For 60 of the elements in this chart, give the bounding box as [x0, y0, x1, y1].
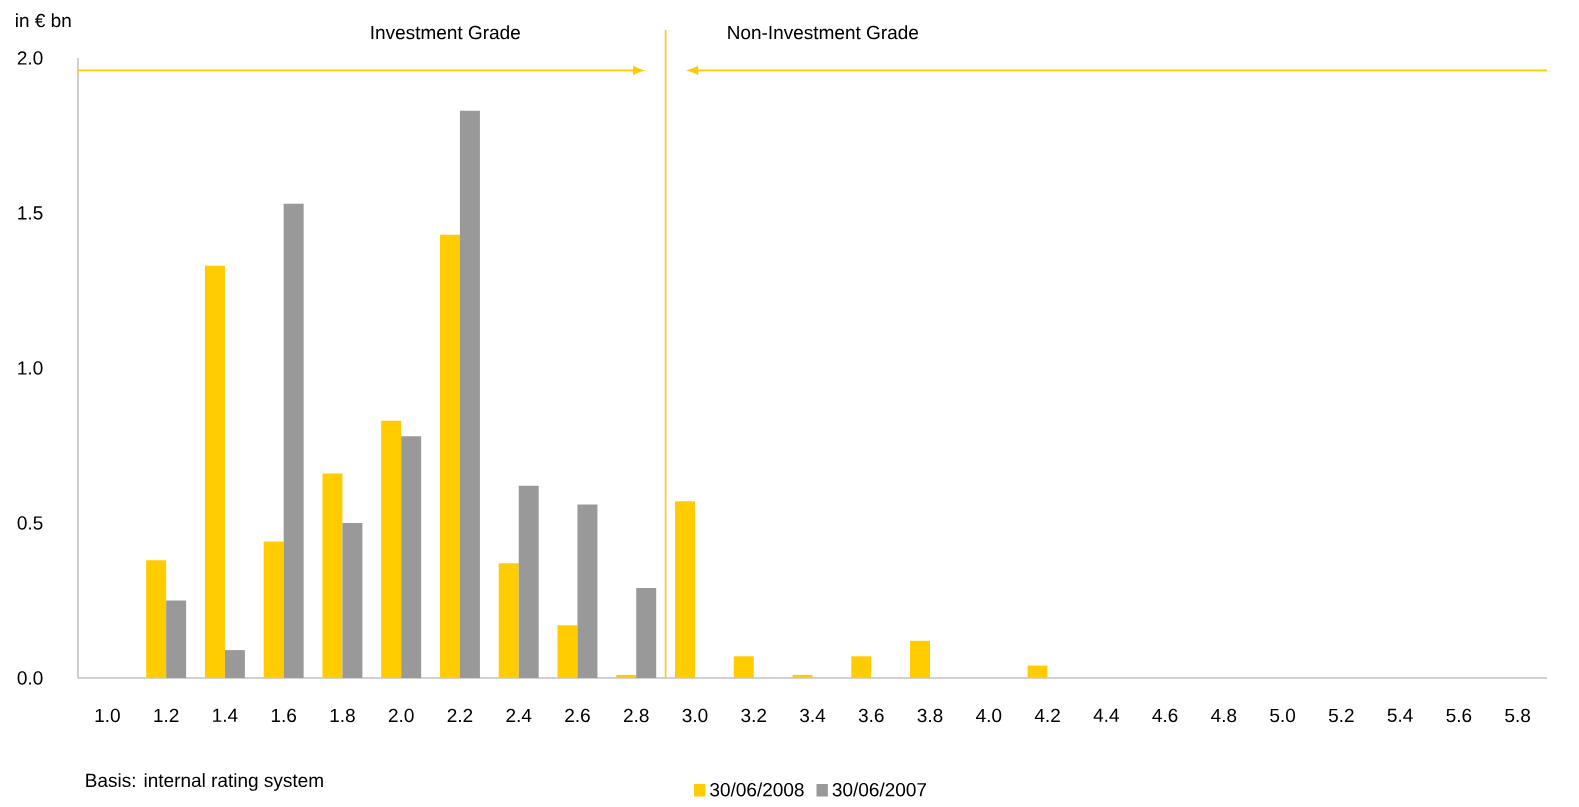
x-tick-label: 1.6: [271, 708, 297, 723]
bar: [401, 436, 422, 678]
x-tick-label: 1.0: [95, 708, 120, 723]
x-tick-label: 4.6: [1152, 708, 1178, 723]
bar: [675, 501, 695, 678]
x-tick-label: 2.4: [506, 708, 532, 722]
x-tick-label: 2.2: [447, 708, 473, 722]
x-tick-label: 2.6: [565, 708, 590, 723]
bar: [204, 265, 225, 678]
bar: [459, 110, 480, 678]
x-tick-label: 5.8: [1505, 708, 1531, 723]
x-tick-label: 3.4: [800, 708, 826, 723]
y-tick-label: 0.5: [17, 516, 43, 530]
bar: [342, 522, 363, 678]
bar: [439, 234, 460, 678]
legend-label: 30/06/2007: [832, 782, 927, 797]
bar: [166, 600, 187, 678]
x-tick-label: 3.8: [917, 708, 943, 723]
x-tick-label: 1.8: [330, 708, 355, 723]
y-tick-label: 1.0: [18, 361, 43, 375]
y-axis-title: in € bn: [16, 13, 71, 28]
bar: [792, 674, 813, 678]
x-tick-label: 2.8: [623, 708, 649, 723]
x-tick-label: 4.4: [1093, 708, 1119, 722]
legend-label: 30/06/2008: [710, 782, 804, 797]
bar: [577, 504, 598, 678]
y-tick-label: 0.0: [17, 671, 43, 685]
x-tick-label: 5.0: [1270, 708, 1296, 723]
y-tick-label: 1.5: [18, 206, 43, 220]
bar: [224, 650, 245, 678]
x-tick-label: 3.2: [741, 708, 767, 723]
x-tick-label: 4.0: [976, 708, 1002, 723]
text: Investment Grade: [371, 25, 520, 40]
x-tick-label: 5.4: [1387, 708, 1413, 722]
bar: [636, 588, 657, 678]
x-tick-label: 3.0: [682, 708, 708, 723]
bar: [381, 420, 402, 678]
bar: [910, 640, 931, 678]
x-tick-label: 1.4: [213, 708, 238, 722]
x-tick-label: 1.2: [154, 708, 179, 722]
x-tick-label: 5.6: [1446, 708, 1472, 723]
bar: [518, 485, 539, 678]
y-tick-label: 2.0: [17, 51, 43, 65]
x-tick-label: 4.8: [1211, 708, 1237, 723]
text: Basis: internal rating system: [86, 773, 323, 791]
bar: [146, 560, 167, 678]
x-tick-label: 5.2: [1328, 708, 1354, 723]
bar: [557, 625, 578, 678]
x-tick-label: 2.0: [388, 708, 414, 723]
bar: [1027, 665, 1048, 678]
text: Non-Investment Grade: [728, 25, 919, 40]
x-tick-label: 4.2: [1034, 708, 1060, 722]
x-tick-label: 3.6: [858, 708, 884, 723]
bar: [616, 674, 637, 678]
bar: [851, 656, 872, 678]
bar: [322, 473, 343, 678]
bar: [498, 563, 519, 678]
bar: [283, 203, 304, 678]
bar: [263, 541, 284, 678]
bar: [733, 656, 754, 678]
